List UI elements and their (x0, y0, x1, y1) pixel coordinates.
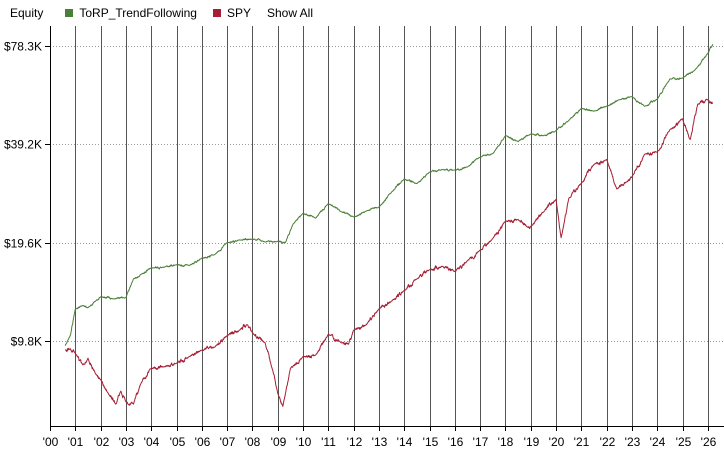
x-tick-label-18: '18 (498, 435, 514, 449)
legend-swatch-torp (65, 9, 74, 17)
x-tick-label-21: '21 (574, 435, 590, 449)
x-tick-label-2: '02 (94, 435, 110, 449)
x-tick-label-4: '04 (144, 435, 160, 449)
x-axis-labels: '00 '01 '02 '03 '04 '05 '06 '07 '08 '09 '10 '11 '12 '… (43, 435, 717, 449)
series-layer (64, 43, 714, 407)
y-tick-label-2: $39.2K (4, 138, 42, 152)
legend-label-torp: ToRP_TrendFollowing (79, 6, 197, 20)
x-tick-label-8: '08 (245, 435, 261, 449)
y-tick-label-3: $78.3K (4, 40, 42, 54)
series-line-spy (64, 98, 714, 407)
y-tick-label-1: $19.6K (4, 237, 42, 251)
legend-swatch-spy (212, 9, 221, 17)
axes (45, 26, 724, 431)
horizontal-gridlines (50, 46, 724, 342)
x-tick-label-6: '06 (195, 435, 211, 449)
x-tick-label-5: '05 (170, 435, 186, 449)
series-line-torp (64, 43, 714, 346)
vertical-gridlines (75, 26, 709, 426)
x-tick-label-0: '00 (43, 435, 59, 449)
y-tick-label-0: $9.8K (11, 335, 42, 349)
x-tick-label-17: '17 (473, 435, 489, 449)
x-tick-label-1: '01 (68, 435, 84, 449)
x-tick-label-3: '03 (119, 435, 135, 449)
x-tick-label-15: '15 (423, 435, 439, 449)
x-tick-label-24: '24 (650, 435, 666, 449)
x-tick-label-12: '12 (347, 435, 363, 449)
x-tick-label-10: '10 (296, 435, 312, 449)
x-tick-label-7: '07 (220, 435, 236, 449)
x-tick-label-26: '26 (701, 435, 717, 449)
legend-item-spy[interactable]: SPY (212, 6, 251, 20)
x-tick-label-16: '16 (448, 435, 464, 449)
x-tick-label-9: '09 (271, 435, 287, 449)
x-tick-label-20: '20 (549, 435, 565, 449)
x-tick-label-23: '23 (625, 435, 641, 449)
x-tick-label-13: '13 (372, 435, 388, 449)
chart-header: Equity ToRP_TrendFollowing SPY Show All (0, 0, 724, 26)
x-tick-label-14: '14 (397, 435, 413, 449)
show-all-button[interactable]: Show All (266, 6, 314, 20)
chart-title: Equity (10, 6, 44, 20)
y-axis-labels: $9.8K $19.6K $39.2K $78.3K (4, 40, 42, 349)
x-tick-label-25: '25 (676, 435, 692, 449)
legend-label-spy: SPY (226, 6, 251, 20)
x-tick-label-22: '22 (600, 435, 616, 449)
legend-item-torp[interactable]: ToRP_TrendFollowing (65, 6, 197, 20)
x-tick-label-11: '11 (321, 435, 336, 449)
x-tick-label-19: '19 (524, 435, 540, 449)
